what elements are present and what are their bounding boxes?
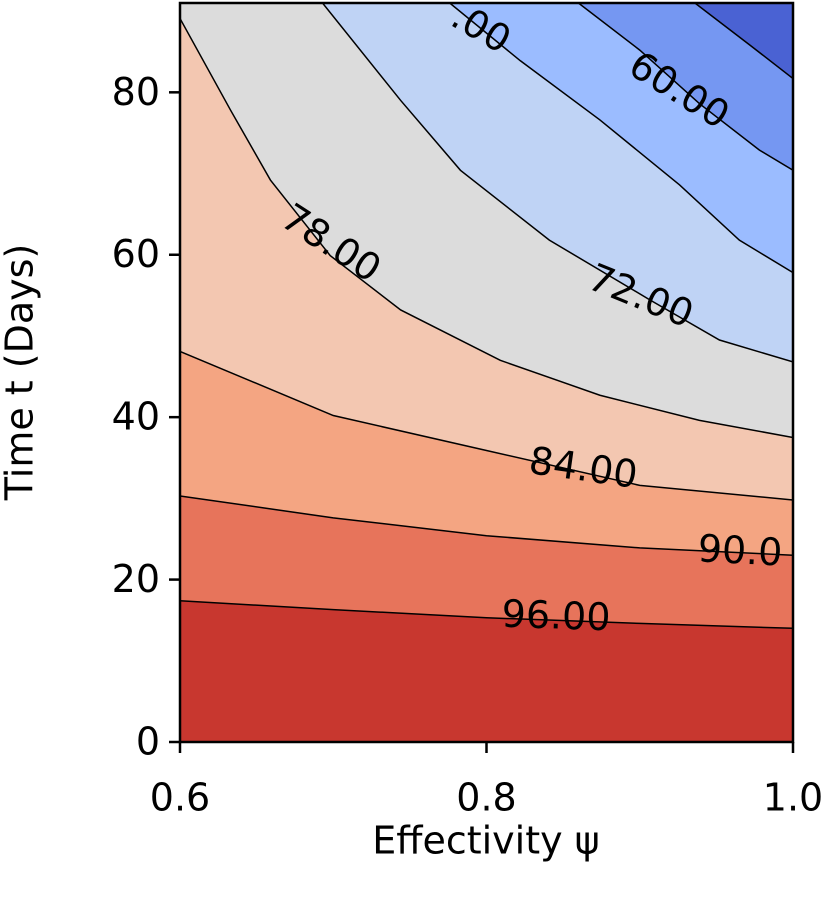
contour-band (694, 3, 793, 79)
contour-label: 96.00 (501, 592, 611, 640)
contour-line (180, 350, 793, 501)
x-axis-title: Effectivity ψ (372, 819, 600, 863)
x-tick-label: 0.8 (456, 776, 516, 820)
contour-label: 90.0 (697, 526, 784, 574)
y-tick-label: 20 (112, 557, 160, 601)
x-tick-label: 1.0 (763, 776, 823, 820)
y-tick-label: 0 (136, 720, 160, 764)
contour-line (180, 18, 793, 439)
y-tick-label: 40 (112, 395, 160, 439)
y-axis-title: Time t (Days) (0, 244, 42, 502)
contour-line (180, 599, 793, 630)
contour-line (577, 3, 793, 171)
contour-line (449, 3, 793, 274)
contour-line (694, 3, 793, 80)
contour-band (578, 3, 793, 171)
y-tick-label: 60 (112, 232, 160, 276)
contour-line (180, 495, 793, 556)
contour-line (321, 3, 793, 363)
x-tick-label: 0.6 (150, 776, 210, 820)
y-tick-label: 80 (112, 70, 160, 114)
